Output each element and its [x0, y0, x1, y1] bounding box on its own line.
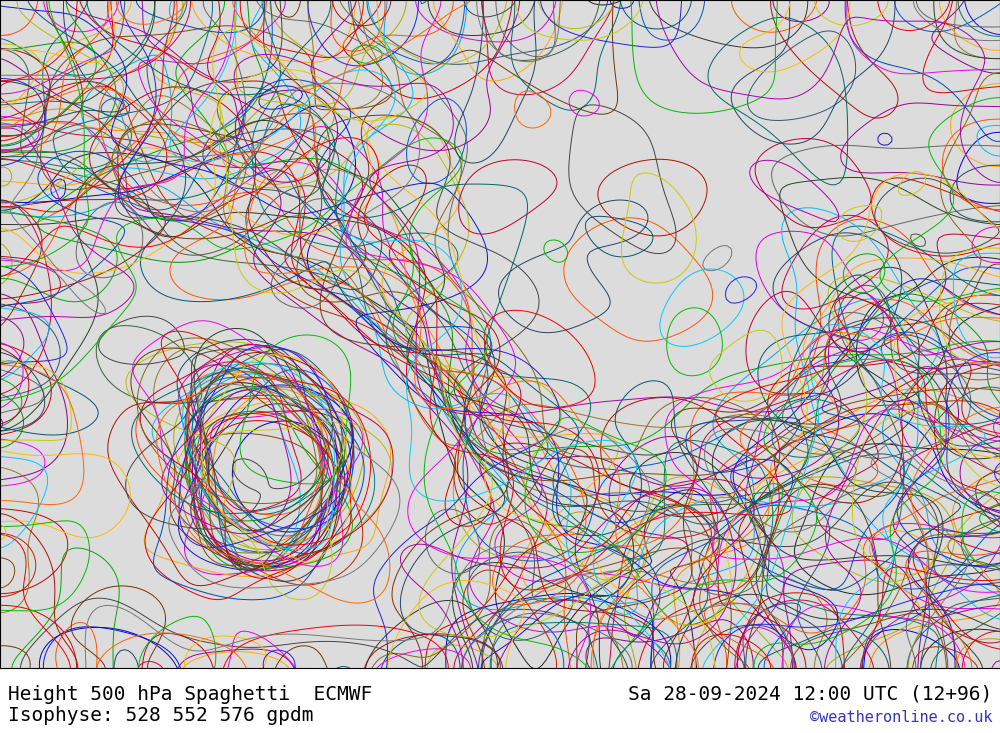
Text: ©weatheronline.co.uk: ©weatheronline.co.uk	[810, 710, 992, 725]
Text: Isophyse: 528 552 576 gpdm: Isophyse: 528 552 576 gpdm	[8, 707, 314, 725]
Text: Sa 28-09-2024 12:00 UTC (12+96): Sa 28-09-2024 12:00 UTC (12+96)	[628, 685, 992, 704]
Text: Height 500 hPa Spaghetti  ECMWF: Height 500 hPa Spaghetti ECMWF	[8, 685, 372, 704]
